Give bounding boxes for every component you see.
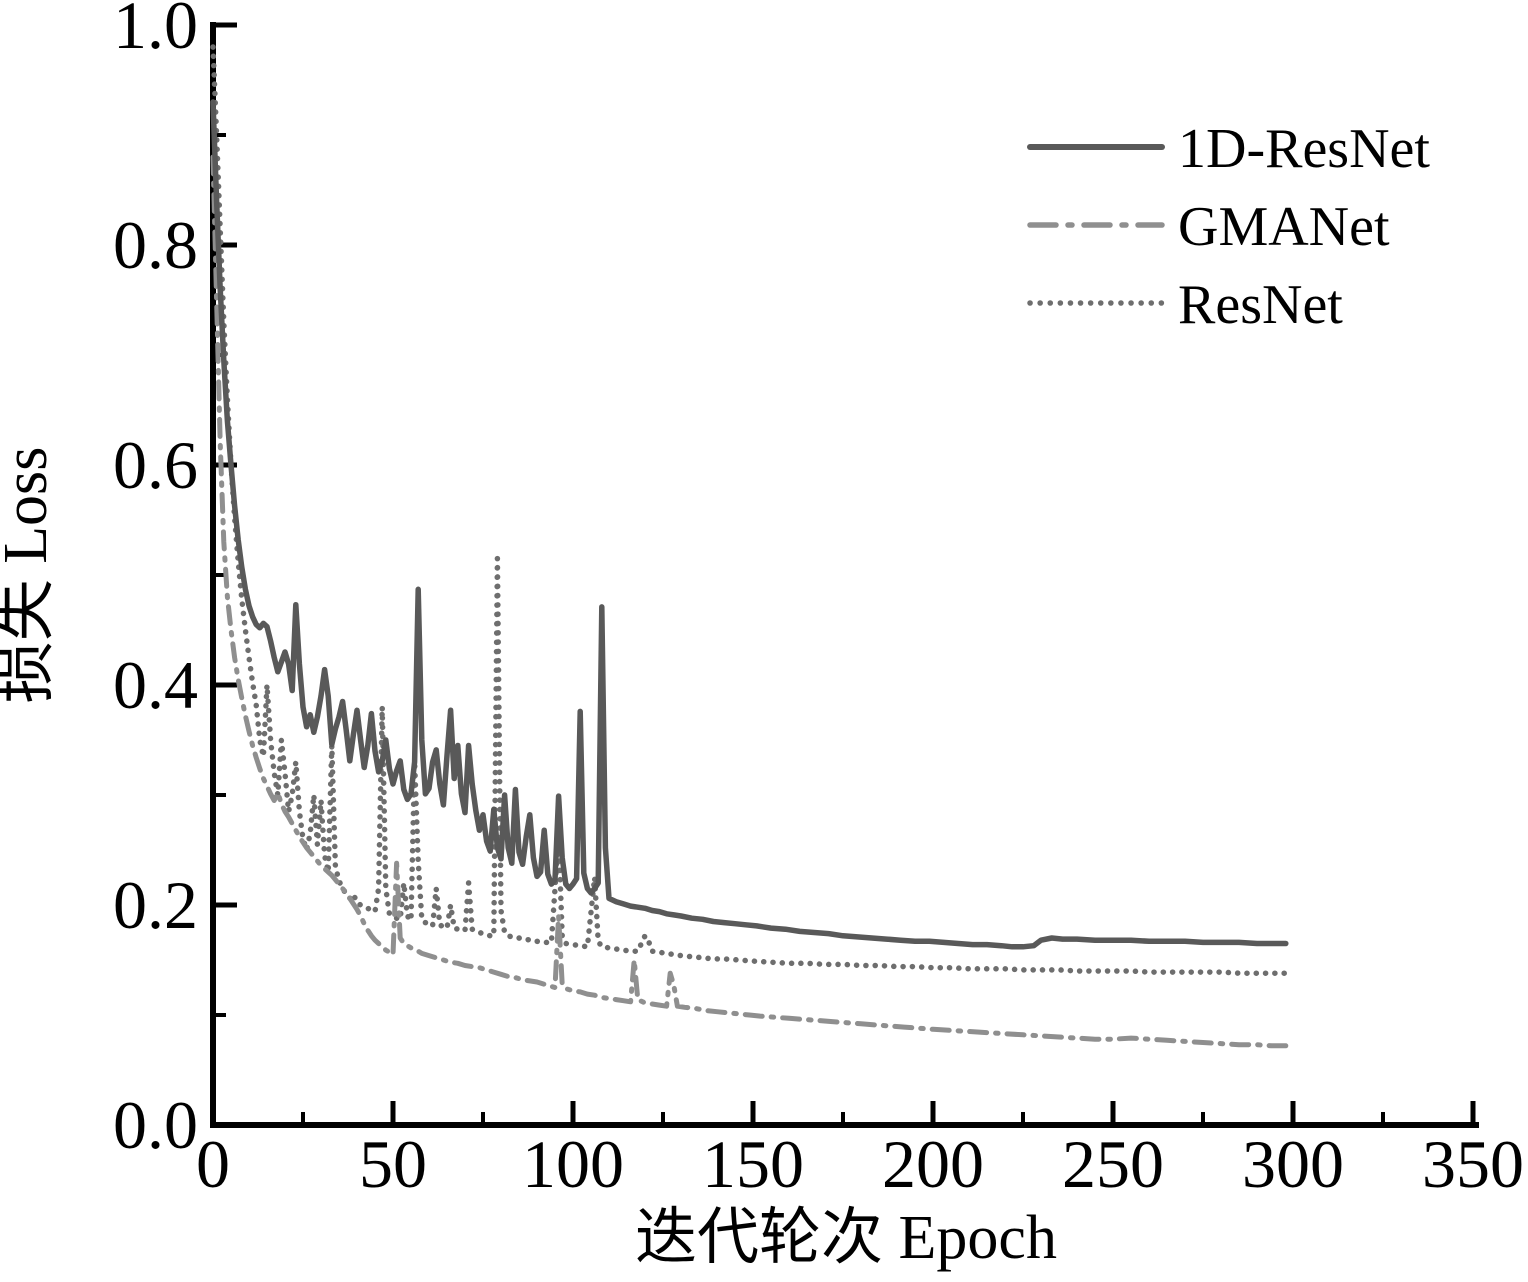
legend-item-gmanet: GMANet <box>1027 196 1390 258</box>
legend-label-resnet: ResNet <box>1178 274 1343 336</box>
axes: 0.0 0.2 0.4 0.6 0.8 1.0 0 50 100 150 200 250 300 350 <box>113 0 1524 1202</box>
legend-label-gmanet: GMANet <box>1178 196 1390 258</box>
x-tick-label: 150 <box>702 1126 804 1202</box>
y-axis-label: 损失 Loss <box>0 447 60 704</box>
series-gmanet-line <box>210 154 1289 1049</box>
y-tick-label: 0.2 <box>113 867 198 943</box>
x-tick-label: 200 <box>882 1126 984 1202</box>
y-tick-label: 0.8 <box>113 207 198 283</box>
series-1d-resnet-line <box>210 99 1289 950</box>
y-tick-label: 0.4 <box>113 647 198 723</box>
y-tick-label: 0.6 <box>113 427 198 503</box>
y-tick-label: 0.0 <box>113 1087 198 1163</box>
x-tick-label: 100 <box>522 1126 624 1202</box>
x-tick-label: 0 <box>196 1126 230 1202</box>
x-axis-label: 迭代轮次 Epoch <box>635 1204 1057 1272</box>
x-tick-label: 250 <box>1062 1126 1164 1202</box>
legend-item-1d-resnet: 1D-ResNet <box>1027 118 1430 180</box>
legend-label-1d-resnet: 1D-ResNet <box>1178 118 1430 180</box>
legend: 1D-ResNet GMANet ResNet <box>1027 118 1430 336</box>
series-lines <box>210 44 1289 1049</box>
series-resnet-line <box>210 44 1289 976</box>
x-tick-label: 50 <box>359 1126 427 1202</box>
x-tick-label: 350 <box>1422 1126 1524 1202</box>
legend-item-resnet: ResNet <box>1027 274 1343 336</box>
x-tick-label: 300 <box>1242 1126 1344 1202</box>
y-tick-label: 1.0 <box>113 0 198 63</box>
